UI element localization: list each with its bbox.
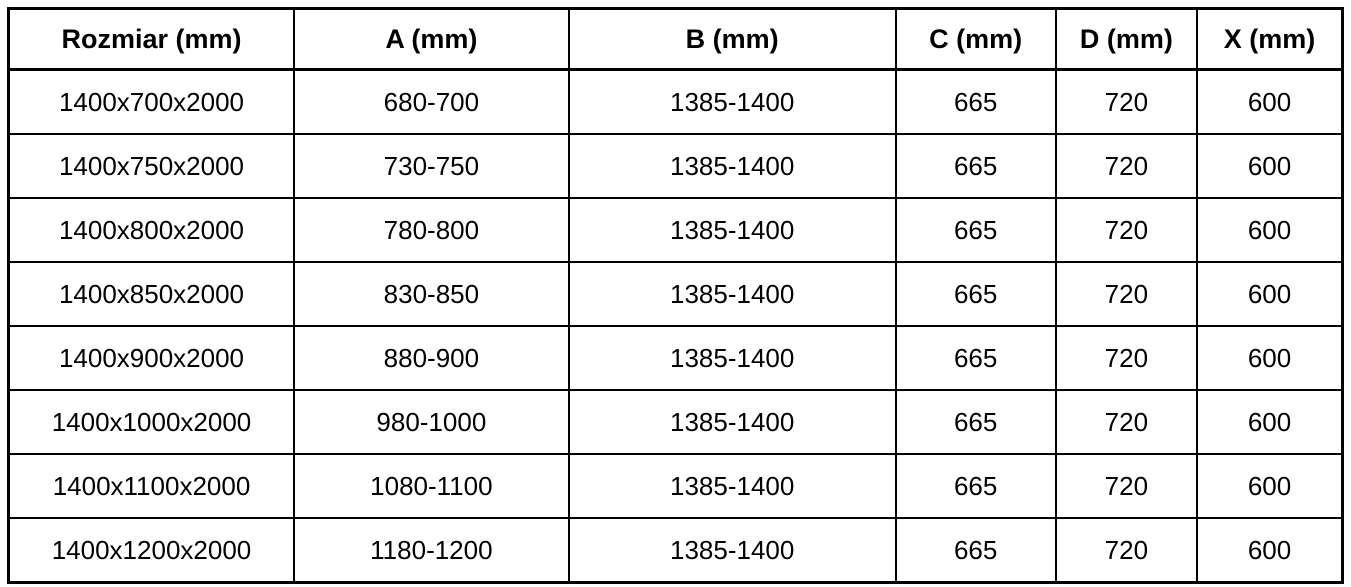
table-cell: 1400x750x2000 xyxy=(7,133,295,199)
table-cell: 600 xyxy=(1196,389,1344,455)
table-row: 1400x800x2000 780-800 1385-1400 665 720 600 xyxy=(7,197,1344,263)
table-row: 1400x700x2000 680-700 1385-1400 665 720 600 xyxy=(7,68,1344,135)
table-cell: 720 xyxy=(1054,133,1199,199)
column-header-a: A (mm) xyxy=(292,7,570,71)
table-row: 1400x750x2000 730-750 1385-1400 665 720 600 xyxy=(7,133,1344,199)
table-header: Rozmiar (mm) A (mm) B (mm) C (mm) D (mm)… xyxy=(7,7,1344,71)
column-header-b: B (mm) xyxy=(567,7,897,71)
table-cell: 665 xyxy=(894,517,1057,584)
table-cell: 600 xyxy=(1196,453,1344,519)
table-cell: 600 xyxy=(1196,325,1344,391)
table-cell: 665 xyxy=(894,197,1057,263)
table-cell: 1385-1400 xyxy=(567,325,897,391)
table-cell: 780-800 xyxy=(292,197,570,263)
table-cell: 665 xyxy=(894,133,1057,199)
table-cell: 720 xyxy=(1054,197,1199,263)
table-cell: 880-900 xyxy=(292,325,570,391)
table-row: 1400x1100x2000 1080-1100 1385-1400 665 720 60… xyxy=(7,453,1344,519)
table-cell: 1385-1400 xyxy=(567,261,897,327)
table-cell: 1080-1100 xyxy=(292,453,570,519)
table-cell: 720 xyxy=(1054,325,1199,391)
table-cell: 1400x800x2000 xyxy=(7,197,295,263)
table-cell: 600 xyxy=(1196,517,1344,584)
column-header-rozmiar: Rozmiar (mm) xyxy=(7,7,295,71)
size-spec-table: Rozmiar (mm) A (mm) B (mm) C (mm) D (mm)… xyxy=(7,7,1344,584)
column-header-c: C (mm) xyxy=(894,7,1057,71)
column-header-x: X (mm) xyxy=(1196,7,1344,71)
table-cell: 720 xyxy=(1054,453,1199,519)
table-cell: 1400x1100x2000 xyxy=(7,453,295,519)
table-row: 1400x900x2000 880-900 1385-1400 665 720 600 xyxy=(7,325,1344,391)
table-cell: 720 xyxy=(1054,389,1199,455)
table-cell: 980-1000 xyxy=(292,389,570,455)
table-cell: 1180-1200 xyxy=(292,517,570,584)
table-cell: 600 xyxy=(1196,261,1344,327)
table-cell: 1385-1400 xyxy=(567,197,897,263)
table-cell: 665 xyxy=(894,389,1057,455)
table-cell: 1400x1200x2000 xyxy=(7,517,295,584)
table-cell: 665 xyxy=(894,68,1057,135)
table-row: 1400x850x2000 830-850 1385-1400 665 720 600 xyxy=(7,261,1344,327)
table-cell: 600 xyxy=(1196,133,1344,199)
table-row: 1400x1000x2000 980-1000 1385-1400 665 720 600 xyxy=(7,389,1344,455)
table-body: 1400x700x2000 680-700 1385-1400 665 720 600 14… xyxy=(7,68,1344,584)
table-cell: 680-700 xyxy=(292,68,570,135)
table-cell: 600 xyxy=(1196,68,1344,135)
table-row: 1400x1200x2000 1180-1200 1385-1400 665 720 60… xyxy=(7,517,1344,584)
table-cell: 1400x700x2000 xyxy=(7,68,295,135)
table-cell: 720 xyxy=(1054,68,1199,135)
table-cell: 1385-1400 xyxy=(567,133,897,199)
table-cell: 1400x900x2000 xyxy=(7,325,295,391)
column-header-d: D (mm) xyxy=(1054,7,1199,71)
table-cell: 1385-1400 xyxy=(567,453,897,519)
table-cell: 600 xyxy=(1196,197,1344,263)
table-cell: 730-750 xyxy=(292,133,570,199)
table-cell: 1385-1400 xyxy=(567,517,897,584)
table-cell: 1400x1000x2000 xyxy=(7,389,295,455)
table-cell: 1400x850x2000 xyxy=(7,261,295,327)
table-cell: 1385-1400 xyxy=(567,68,897,135)
table-cell: 1385-1400 xyxy=(567,389,897,455)
table-cell: 665 xyxy=(894,261,1057,327)
header-row: Rozmiar (mm) A (mm) B (mm) C (mm) D (mm)… xyxy=(7,7,1344,71)
table-cell: 665 xyxy=(894,325,1057,391)
table-cell: 830-850 xyxy=(292,261,570,327)
table-cell: 720 xyxy=(1054,517,1199,584)
table-cell: 720 xyxy=(1054,261,1199,327)
table-cell: 665 xyxy=(894,453,1057,519)
